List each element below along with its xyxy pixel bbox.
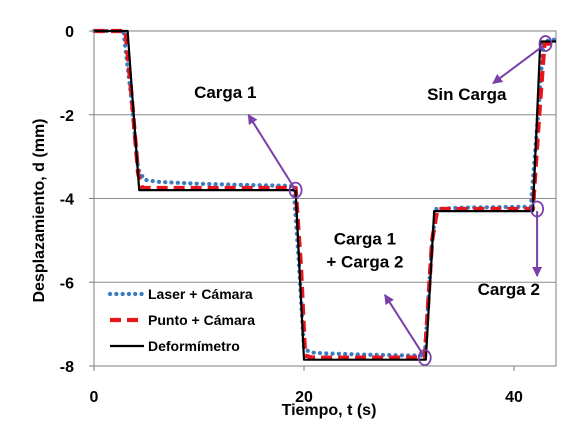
legend-label-2: Punto + Cámara [148, 312, 255, 328]
annotation-layer: Carga 1 Carga 1 + Carga 2 Sin Carga Carga 2 [194, 35, 553, 367]
x-tick-label: 0 [90, 389, 99, 406]
annotation-label-2: Carga 1 [334, 230, 396, 249]
arrow-carga12 [384, 293, 425, 357]
series-line-2 [94, 28, 556, 360]
series-line-1 [91, 28, 559, 358]
legend: Laser + Cámara Punto + Cámara Deformímetro [107, 286, 255, 354]
arrow-carga1 [247, 113, 297, 191]
x-axis-title: Tiempo, t (s) [282, 402, 377, 419]
x-tick-label: 20 [295, 389, 313, 406]
arrow-sincarga [492, 44, 544, 85]
annotation-label-3: + Carga 2 [326, 253, 403, 272]
marker-circle-carga1 [288, 181, 303, 199]
series-layer [91, 28, 559, 361]
x-tick-label: 40 [505, 389, 523, 406]
marker-circle-carga12 [417, 349, 432, 367]
annotation-label-1: Carga 1 [194, 83, 256, 102]
annotation-label-5: Carga 2 [478, 280, 540, 299]
legend-label-1: Laser + Cámara [148, 286, 253, 302]
legend-label-3: Deformímetro [148, 338, 240, 354]
series-line-3 [94, 29, 556, 361]
y-axis-title: Desplazamiento, d (mm) [31, 118, 48, 302]
y-tick-label: 0 [65, 24, 74, 41]
y-tick-label: -2 [60, 108, 74, 125]
y-tick-label: -4 [60, 192, 74, 209]
marker-circle-sincarga [538, 35, 553, 52]
y-tick-label: -8 [60, 359, 74, 376]
y-tick-label: -6 [60, 275, 74, 292]
annotation-label-4: Sin Carga [427, 85, 507, 104]
axis-layer: 0 -2 -4 -6 -8 0 20 40 Tiempo, t (s) Desplazamient… [31, 24, 556, 419]
